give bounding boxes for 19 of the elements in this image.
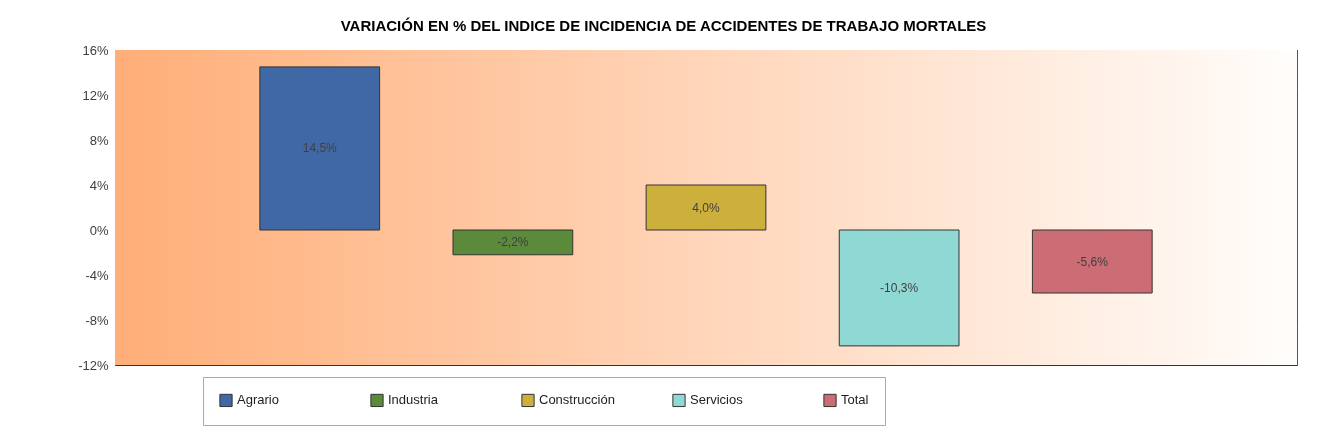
legend-label: Construcción [539,392,615,408]
legend-label: Servicios [690,392,744,408]
data-label: -10,3% [880,280,919,295]
y-tick-label: 8% [89,132,109,148]
y-tick-label: 4% [89,177,109,193]
y-tick-label: 12% [82,87,109,103]
data-label: 14,5% [302,141,338,156]
chart-title: VARIACIÓN EN % DEL INDICE DE INCIDENCIA DE ACCIDENTES DE TRABAJO MORTALES [340,17,987,34]
legend-label: Industria [388,392,439,408]
y-tick-label: 0% [89,222,109,238]
y-tick-label: -4% [85,267,109,283]
y-tick-label: -8% [85,312,109,328]
data-label: -2,2% [497,235,529,250]
y-tick-label: 16% [82,42,109,58]
data-label: 4,0% [692,200,720,215]
legend-label: Agrario [237,392,279,408]
data-label: -5,6% [1076,254,1109,269]
legend-label: Total [841,392,869,408]
y-tick-label: -12% [78,357,109,373]
